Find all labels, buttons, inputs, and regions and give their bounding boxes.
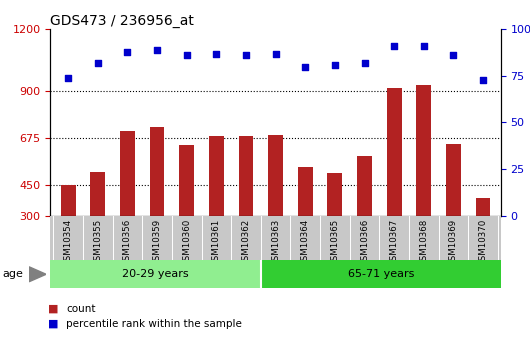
Text: GSM10359: GSM10359 [153, 219, 162, 266]
Point [479, 77, 487, 82]
Text: 20-29 years: 20-29 years [122, 269, 189, 279]
Text: GSM10360: GSM10360 [182, 219, 191, 266]
Text: GSM10362: GSM10362 [242, 219, 251, 266]
Point [271, 51, 280, 56]
Bar [50, 260, 261, 288]
Text: GSM10369: GSM10369 [449, 219, 458, 266]
Text: ■: ■ [48, 319, 58, 328]
Bar [298, 167, 313, 216]
Bar [387, 88, 402, 216]
Text: GSM10364: GSM10364 [301, 219, 310, 266]
Text: 65-71 years: 65-71 years [348, 269, 414, 279]
Bar [357, 156, 372, 216]
Text: GSM10368: GSM10368 [419, 219, 428, 266]
Text: GSM10354: GSM10354 [64, 219, 73, 266]
Text: GSM10367: GSM10367 [390, 219, 399, 266]
Text: count: count [66, 304, 96, 314]
Text: GSM10366: GSM10366 [360, 219, 369, 266]
Point [93, 60, 102, 66]
Text: GSM10356: GSM10356 [123, 219, 132, 266]
Bar [238, 136, 253, 216]
Point [420, 43, 428, 49]
Text: GDS473 / 236956_at: GDS473 / 236956_at [50, 14, 194, 28]
Point [360, 60, 369, 66]
Polygon shape [29, 267, 46, 282]
Bar [446, 144, 461, 216]
Bar [328, 173, 342, 216]
Bar [209, 136, 224, 216]
Text: percentile rank within the sample: percentile rank within the sample [66, 319, 242, 328]
Text: GSM10355: GSM10355 [93, 219, 102, 266]
Text: GSM10370: GSM10370 [479, 219, 488, 266]
Point [182, 53, 191, 58]
Point [64, 75, 73, 80]
Bar [120, 131, 135, 216]
Text: age: age [3, 269, 23, 279]
Point [331, 62, 339, 68]
Text: GSM10365: GSM10365 [330, 219, 339, 266]
Bar [179, 145, 194, 216]
Point [390, 43, 399, 49]
Point [449, 53, 458, 58]
Text: GSM10363: GSM10363 [271, 219, 280, 266]
Text: GSM10361: GSM10361 [212, 219, 221, 266]
Bar [61, 185, 76, 216]
Point [123, 49, 131, 55]
Point [301, 64, 310, 69]
Point [242, 53, 250, 58]
Text: ■: ■ [48, 304, 58, 314]
Bar [417, 85, 431, 216]
Bar [475, 198, 490, 216]
Bar [268, 135, 283, 216]
Bar [90, 172, 105, 216]
Point [212, 51, 220, 56]
Bar [149, 127, 164, 216]
Point [153, 47, 161, 52]
Bar [261, 260, 501, 288]
